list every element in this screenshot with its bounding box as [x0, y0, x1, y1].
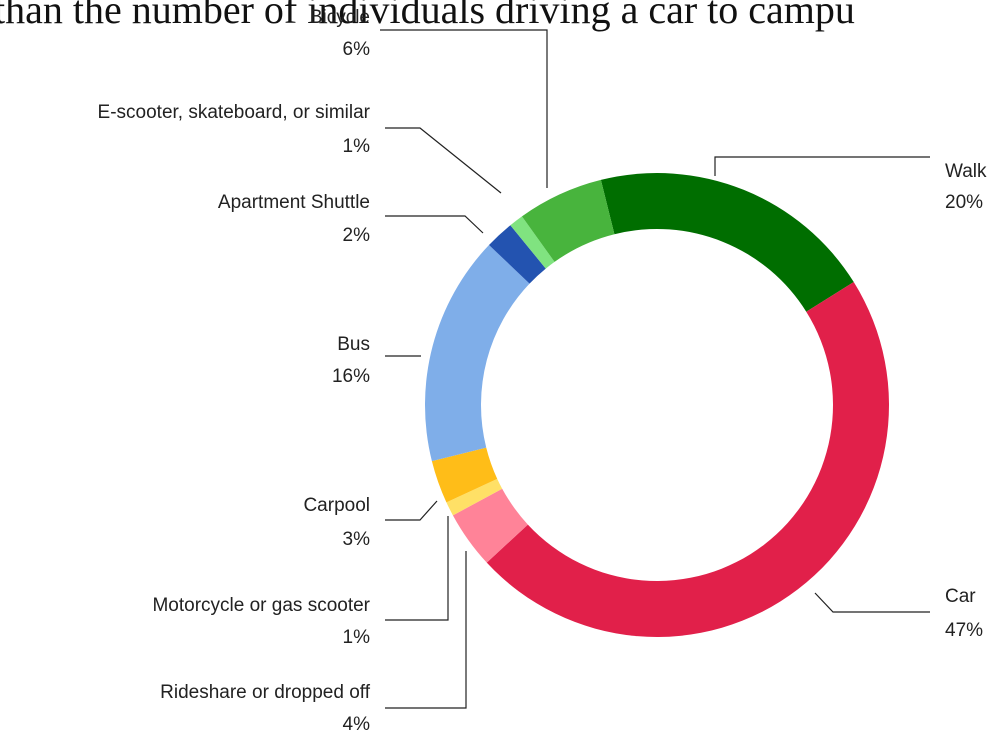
slice-value-label: 1% — [343, 136, 371, 157]
slice-value-label: 20% — [945, 192, 983, 213]
donut-segment — [424, 245, 530, 462]
donut-segment — [600, 172, 854, 312]
slice-label: E-scooter, skateboard, or similar — [98, 102, 371, 123]
donut-segment — [452, 488, 528, 563]
leader-line — [385, 551, 467, 709]
leader-line — [385, 516, 449, 621]
slice-label: Carpool — [303, 495, 370, 516]
slice-label: Apartment Shuttle — [218, 192, 370, 213]
leader-line — [814, 592, 930, 613]
slice-label: Walk — [945, 161, 987, 182]
slice-value-label: 6% — [343, 39, 371, 60]
slice-value-label: 3% — [343, 529, 371, 550]
donut-segment — [510, 216, 555, 269]
chart-title: than the number of individuals driving a… — [0, 0, 855, 32]
slice-value-label: 4% — [343, 714, 371, 730]
slice-label: Car — [945, 586, 976, 607]
leader-line — [385, 127, 502, 194]
leader-line — [714, 156, 930, 176]
slice-value-label: 2% — [343, 225, 371, 246]
donut-segment — [521, 179, 615, 262]
leader-line — [385, 215, 484, 234]
slice-label: Rideshare or dropped off — [160, 682, 371, 703]
donut-segment — [446, 478, 503, 516]
donut-segment — [488, 225, 546, 284]
slice-label: Bus — [337, 334, 370, 355]
slice-label: Motorcycle or gas scooter — [152, 595, 370, 616]
leader-line — [385, 500, 438, 521]
slice-value-label: 47% — [945, 620, 983, 641]
donut-segment — [486, 282, 889, 637]
slice-label: Bicycle — [310, 7, 370, 28]
slice-value-label: 16% — [332, 366, 370, 387]
leader-line — [380, 29, 548, 188]
donut-segment — [431, 447, 498, 503]
slice-value-label: 1% — [343, 627, 371, 648]
